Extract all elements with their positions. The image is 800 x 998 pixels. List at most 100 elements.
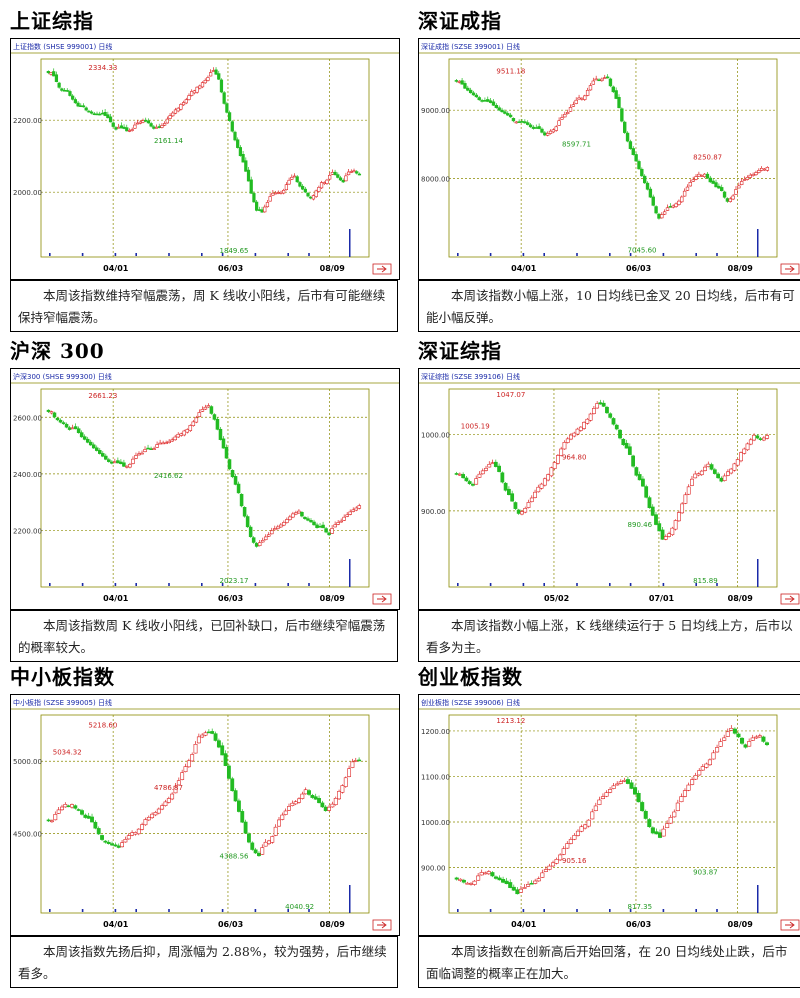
candle-body <box>215 418 220 430</box>
candle <box>125 124 129 132</box>
candle <box>342 514 346 522</box>
candle <box>511 884 516 892</box>
kline-chart: 中小板指 (SZSE 399005) 日线 4500.00 5000.00 04/01… <box>11 698 399 931</box>
candle <box>751 172 755 177</box>
candle-body <box>504 880 509 885</box>
y-tick-label: 2000.00 <box>13 189 42 197</box>
candle <box>643 809 648 820</box>
candle <box>715 744 720 753</box>
candle-body <box>248 526 253 538</box>
candle-body <box>312 521 316 526</box>
candle <box>301 184 305 191</box>
volume-dot <box>201 909 203 912</box>
candle <box>461 472 466 479</box>
candle-body <box>529 497 534 503</box>
candle <box>203 78 207 84</box>
candle-body <box>103 111 107 116</box>
candle-body <box>339 520 343 523</box>
candle-body <box>125 465 129 468</box>
candle-body <box>55 417 60 421</box>
candle-body <box>757 170 761 173</box>
candle <box>641 476 645 487</box>
volume-dot <box>457 253 459 256</box>
kline-chart: 上证指数 (SHSE 999001) 日线 2000.00 2200.00 04/01… <box>11 42 399 275</box>
x-tick-label: 06/03 <box>218 920 243 929</box>
candle <box>533 489 537 499</box>
candle-body <box>739 181 744 185</box>
candle-body <box>665 207 670 211</box>
candle <box>209 69 213 77</box>
candle-body <box>748 439 753 445</box>
candle-body <box>98 113 102 116</box>
candle-body <box>317 187 321 192</box>
candle-body <box>614 90 618 99</box>
price-annotation: 9511.18 <box>496 67 525 75</box>
candle <box>704 762 709 769</box>
candle-body <box>571 104 576 107</box>
candle-body <box>116 460 120 464</box>
volume-dot <box>609 583 611 586</box>
candle <box>575 427 580 436</box>
candle-body <box>528 124 533 128</box>
candle <box>461 878 466 884</box>
candle <box>725 197 730 203</box>
candle <box>457 79 461 84</box>
volume-dot <box>489 253 492 256</box>
price-annotation: 5218.60 <box>88 722 117 730</box>
candle-body <box>642 175 647 184</box>
candle-body <box>714 182 718 188</box>
candle <box>138 120 142 125</box>
candle <box>294 510 298 516</box>
candle-body <box>306 192 310 197</box>
volume-dot <box>49 909 51 912</box>
candle-body <box>534 127 538 129</box>
candle <box>191 419 196 427</box>
candle-body <box>158 442 162 445</box>
candle-body <box>513 502 518 509</box>
candle-body <box>604 792 609 797</box>
candle <box>195 86 199 94</box>
candle-body <box>206 405 211 408</box>
candle <box>518 885 523 893</box>
candle-body <box>577 97 581 100</box>
chart-frame: 中小板指 (SZSE 399005) 日线 4500.00 5000.00 04/01… <box>10 694 400 936</box>
candle <box>144 117 148 123</box>
candle <box>152 125 156 130</box>
candle <box>171 111 175 117</box>
candle-body <box>672 811 677 818</box>
price-annotation: 815.89 <box>693 577 718 585</box>
candle-body <box>707 759 712 766</box>
candle <box>631 454 636 468</box>
candle-body <box>631 455 636 467</box>
candle <box>285 517 289 524</box>
candle-body <box>731 195 735 200</box>
candle-body <box>562 442 567 450</box>
candle <box>273 824 278 837</box>
candle-body <box>454 473 459 475</box>
candle-body <box>565 438 570 443</box>
candle-body <box>212 414 217 420</box>
candle <box>317 795 321 804</box>
volume-dot <box>576 583 578 586</box>
x-tick-label: 06/03 <box>626 920 651 929</box>
candle-body <box>82 436 87 440</box>
candle-body <box>157 126 161 128</box>
candle-body <box>61 422 66 425</box>
candle <box>516 508 521 515</box>
candle <box>206 75 210 82</box>
candle-body <box>539 483 544 489</box>
candle <box>539 482 544 490</box>
candle-body <box>203 732 208 736</box>
candle-body <box>603 77 607 79</box>
candle <box>611 783 616 790</box>
candle <box>248 525 253 538</box>
candle-body <box>458 878 463 881</box>
candle-body <box>293 801 298 805</box>
candle-body <box>222 92 226 104</box>
y-tick-label: 5000.00 <box>13 758 42 766</box>
candle-body <box>206 77 210 81</box>
candle <box>608 786 613 794</box>
candle-body <box>715 747 720 753</box>
candle-body <box>488 100 493 103</box>
candle <box>601 400 606 407</box>
